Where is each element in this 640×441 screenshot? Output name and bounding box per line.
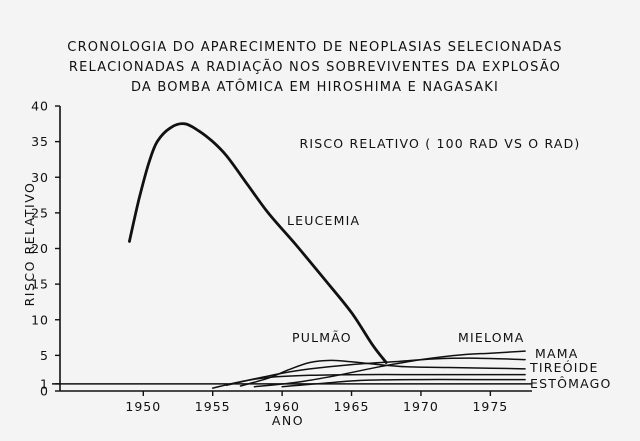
series-line-tireoide [211, 373, 526, 389]
y-tick-label: 25 [31, 205, 49, 220]
x-tick-label: 1975 [472, 399, 508, 414]
series-label-mieloma: MIELOMA [458, 330, 524, 345]
series-line-leucemia [128, 122, 388, 364]
y-tick-label: 10 [31, 312, 49, 327]
x-tick-label: 1970 [403, 399, 439, 414]
chart-title-line-3: DA BOMBA ATÔMICA EM HIROSHIMA E NAGASAKI [131, 79, 499, 95]
chart-title-line-2: RELACIONADAS A RADIAÇÃO NOS SOBREVIVENTE… [69, 59, 561, 75]
series-line-pulmao [239, 359, 526, 387]
series-line-mama [225, 357, 526, 387]
chart-title-line-1: CRONOLOGIA DO APARECIMENTO DE NEOPLASIAS… [67, 40, 562, 55]
y-axis-title: RISCO RELATIVO [22, 182, 37, 307]
series-label-leucemia: LEUCEMIA [287, 213, 360, 228]
y-tick-label: 1 [40, 376, 49, 391]
risk-annotation: RISCO RELATIVO ( 100 RAD VS O RAD) [299, 136, 580, 151]
chart-title: CRONOLOGIA DO APARECIMENTO DE NEOPLASIAS… [67, 40, 562, 95]
y-tick-label: 40 [31, 99, 49, 114]
series-label-pulmao: PULMÃO [292, 330, 352, 345]
x-axis-title: ANO [272, 413, 304, 428]
y-tick-label: 15 [31, 277, 49, 292]
series-label-estomago: ESTÔMAGO [530, 376, 612, 391]
series-line-mieloma [253, 350, 526, 388]
y-tick-label: 20 [31, 241, 49, 256]
series-line-estomago [281, 378, 526, 388]
series-labels: LEUCEMIA PULMÃO MIELOMA MAMATIREÓIDEESTÔMAG… [287, 213, 612, 391]
x-tick-label: 1960 [264, 399, 300, 414]
x-tick-label: 1950 [125, 399, 161, 414]
series-label-mama: MAMA [535, 346, 578, 361]
y-tick-label: 30 [31, 170, 49, 185]
y-tick-label: 5 [40, 348, 49, 363]
series-layer [128, 122, 526, 389]
series-label-tireoide: TIREÓIDE [529, 360, 599, 375]
y-tick-label: 35 [31, 134, 49, 149]
y-tick-label: 0 [40, 384, 49, 399]
x-tick-label: 1965 [334, 399, 370, 414]
x-tick-label: 1955 [195, 399, 231, 414]
